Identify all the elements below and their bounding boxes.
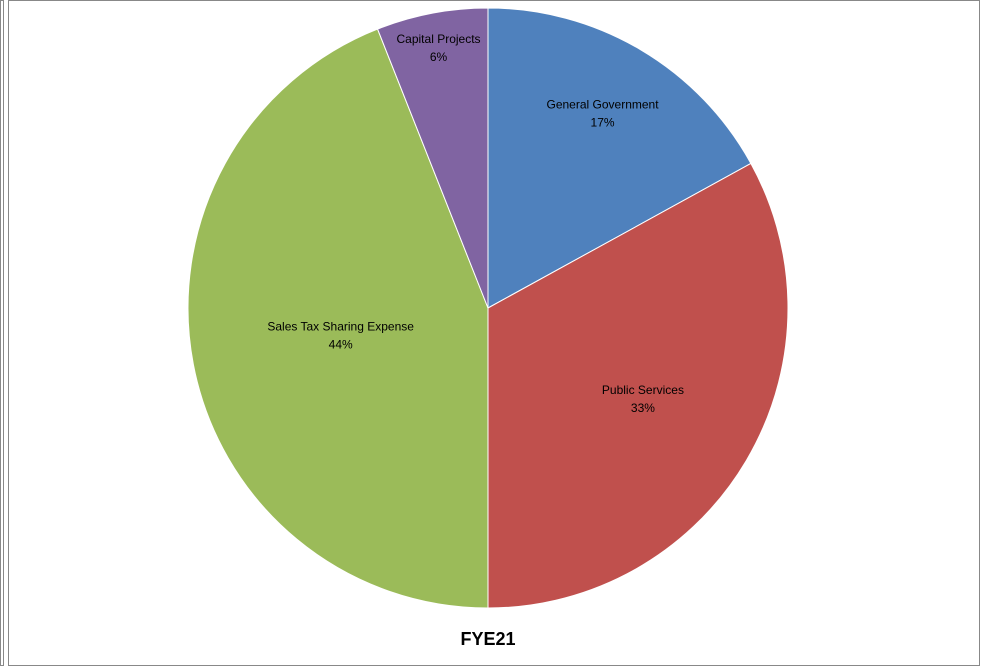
slice-value-label: 33% bbox=[631, 401, 655, 415]
pie-slice bbox=[487, 162, 789, 609]
slice-value-label: 44% bbox=[329, 337, 353, 351]
slice-label: Sales Tax Sharing Expense bbox=[267, 319, 414, 333]
chart-title: FYE21 bbox=[460, 629, 515, 649]
slice-label: General Government bbox=[547, 98, 660, 112]
slice-value-label: 6% bbox=[430, 50, 448, 64]
slice-value-label: 17% bbox=[591, 116, 615, 130]
slice-label: Public Services bbox=[602, 383, 684, 397]
slice-label: Capital Projects bbox=[397, 32, 481, 46]
frame-edge bbox=[0, 0, 4, 666]
pie-slice bbox=[187, 28, 489, 609]
pie-slice bbox=[487, 7, 752, 309]
pie bbox=[187, 7, 789, 609]
pie-slice bbox=[376, 7, 489, 309]
